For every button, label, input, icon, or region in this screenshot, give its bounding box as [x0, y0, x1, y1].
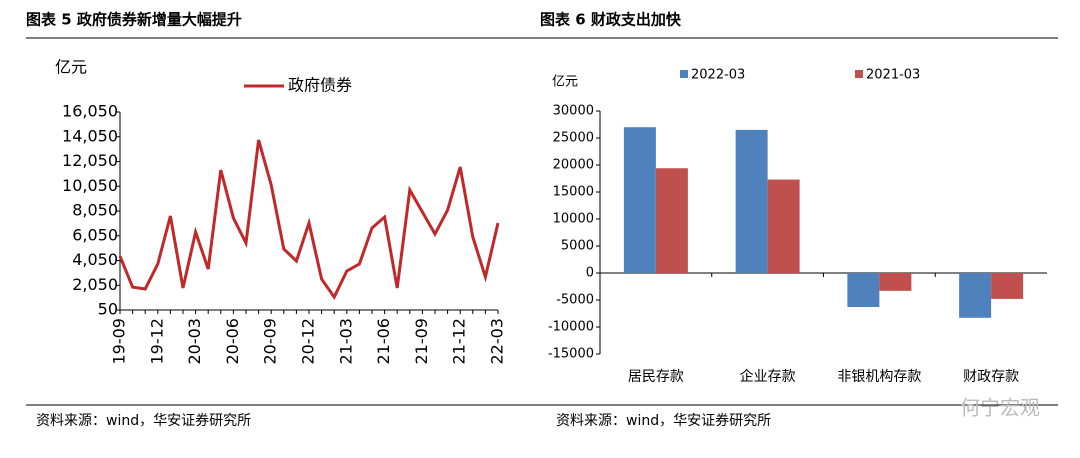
x-tick-label: 20-06	[223, 318, 242, 365]
x-tick-label: 居民存款	[628, 369, 684, 385]
x-tick-label: 非银机构存款	[837, 369, 921, 385]
y-tick-label: 20000	[553, 158, 594, 173]
y-axis-label: 亿元	[55, 58, 87, 77]
x-tick-label: 20-03	[185, 318, 204, 365]
x-tick-label: 21-03	[336, 318, 355, 365]
y-tick-label: 6,050	[72, 225, 118, 244]
y-tick-label: 16,050	[62, 102, 118, 121]
x-tick-label: 20-09	[261, 318, 280, 365]
y-tick-label: 25000	[553, 131, 594, 146]
bar	[959, 273, 992, 318]
bar	[991, 273, 1024, 299]
y-tick-label: 15000	[553, 185, 594, 200]
y-axis-label: 亿元	[552, 75, 578, 90]
x-tick-label: 21-09	[412, 318, 431, 365]
x-tick-label: 20-12	[299, 318, 318, 365]
legend-label: 政府债券	[288, 76, 352, 95]
y-tick-label: 30000	[553, 104, 594, 119]
legend-label: 2021-03	[866, 68, 920, 83]
x-tick-label: 19-09	[110, 318, 129, 365]
y-tick-label: -15000	[548, 347, 594, 362]
x-tick-label: 22-03	[488, 318, 507, 365]
y-tick-label: -5000	[556, 293, 594, 308]
y-tick-label: 8,050	[72, 201, 118, 220]
bar	[655, 168, 688, 273]
y-tick-label: 14,050	[62, 126, 118, 145]
source: 资料来源：wind，华安证券研究所	[556, 413, 771, 429]
bar	[735, 129, 768, 273]
line	[118, 139, 500, 300]
x-tick-label: 财政存款	[963, 369, 1019, 385]
y-tick-label: 2,050	[72, 275, 118, 294]
chart-title: 图表 5 政府债券新增量大幅提升	[26, 11, 242, 29]
y-tick-label: 0	[586, 266, 594, 281]
y-tick-label: -10000	[548, 320, 594, 335]
y-tick-label: 5000	[561, 239, 594, 254]
source: 资料来源：wind，华安证券研究所	[36, 413, 251, 429]
y-tick-label: 10000	[553, 212, 594, 227]
legend-swatch	[855, 70, 863, 78]
bar	[623, 127, 656, 273]
x-tick-label: 19-12	[147, 318, 166, 365]
y-tick-label: 4,050	[72, 250, 118, 269]
watermark: 何宁宏观	[960, 396, 1040, 420]
y-tick-label: 50	[98, 300, 118, 319]
x-tick-label: 21-06	[374, 318, 393, 365]
bar	[847, 273, 880, 308]
bar	[767, 179, 800, 273]
y-tick-label: 12,050	[62, 151, 118, 170]
x-tick-label: 企业存款	[740, 368, 796, 385]
chart-title: 图表 6 财政支出加快	[540, 11, 682, 29]
y-tick-label: 10,050	[62, 176, 118, 195]
legend-swatch	[680, 70, 688, 78]
x-tick-label: 21-12	[450, 318, 469, 365]
legend-label: 2022-03	[691, 68, 745, 83]
bar	[879, 273, 912, 291]
